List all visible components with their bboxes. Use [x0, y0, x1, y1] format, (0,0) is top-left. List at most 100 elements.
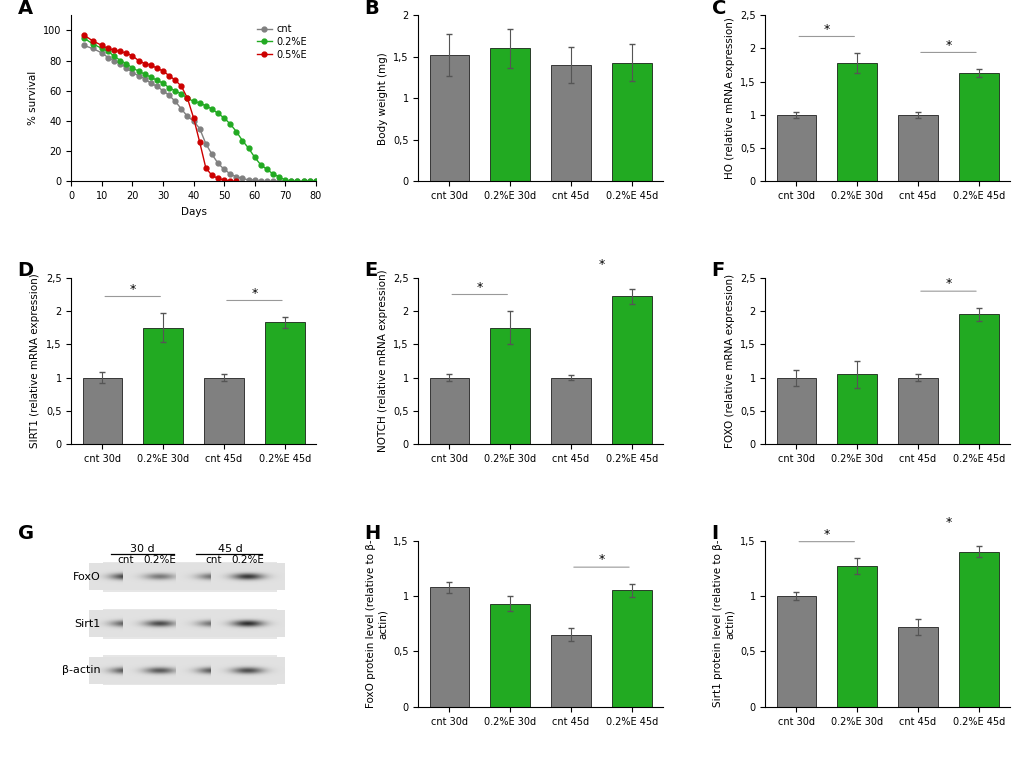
- cnt: [114, 59, 126, 68]
- 0.2%E: [145, 73, 157, 82]
- 0.5%E: [212, 174, 224, 183]
- Bar: [103, 562, 276, 592]
- 0.2%E: [291, 177, 304, 186]
- 0.2%E: [261, 165, 273, 174]
- 0.2%E: [163, 83, 175, 92]
- 0.5%E: [224, 177, 236, 186]
- cnt: [285, 177, 298, 186]
- 0.2%E: [151, 76, 163, 85]
- cnt: [224, 169, 236, 179]
- 0.5%E: [145, 61, 157, 70]
- Bar: [550, 635, 590, 707]
- Text: *: *: [476, 280, 482, 293]
- Y-axis label: Body weight (mg): Body weight (mg): [377, 52, 387, 144]
- Text: *: *: [822, 23, 829, 36]
- Text: A: A: [17, 0, 33, 17]
- Bar: [204, 378, 244, 444]
- Text: *: *: [945, 277, 951, 290]
- Text: *: *: [129, 283, 136, 296]
- Bar: [550, 65, 590, 182]
- Legend: cnt, 0.2%E, 0.5%E: cnt, 0.2%E, 0.5%E: [253, 20, 311, 64]
- cnt: [77, 41, 90, 50]
- cnt: [291, 177, 304, 186]
- 0.5%E: [175, 81, 187, 90]
- Text: *: *: [251, 287, 258, 299]
- 0.5%E: [157, 67, 169, 76]
- 0.2%E: [126, 64, 139, 73]
- Text: H: H: [365, 524, 380, 543]
- Bar: [490, 328, 530, 444]
- Bar: [898, 627, 936, 707]
- Text: *: *: [598, 553, 604, 566]
- cnt: [132, 71, 145, 81]
- 0.2%E: [206, 104, 218, 113]
- 0.2%E: [169, 86, 181, 95]
- Text: F: F: [711, 261, 725, 280]
- 0.5%E: [151, 64, 163, 73]
- Y-axis label: FoxO protein level (relative to β-
actin): FoxO protein level (relative to β- actin…: [366, 540, 387, 708]
- 0.5%E: [230, 177, 243, 186]
- 0.2%E: [224, 119, 236, 128]
- cnt: [126, 68, 139, 78]
- 0.5%E: [132, 56, 145, 65]
- Bar: [775, 378, 815, 444]
- X-axis label: Days: Days: [180, 207, 207, 217]
- cnt: [273, 177, 285, 186]
- 0.5%E: [163, 71, 175, 81]
- cnt: [151, 81, 163, 90]
- Line: 0.2%E: 0.2%E: [82, 36, 318, 184]
- Text: D: D: [17, 261, 34, 280]
- Bar: [611, 591, 651, 707]
- 0.2%E: [102, 47, 114, 56]
- Text: E: E: [365, 261, 377, 280]
- 0.2%E: [236, 136, 249, 145]
- 0.2%E: [87, 40, 99, 49]
- Text: 30 d: 30 d: [129, 544, 155, 554]
- 0.2%E: [310, 177, 322, 186]
- cnt: [261, 177, 273, 186]
- Text: 45 d: 45 d: [218, 544, 243, 554]
- 0.2%E: [304, 177, 316, 186]
- Bar: [775, 115, 815, 182]
- 0.5%E: [87, 36, 99, 46]
- Bar: [837, 375, 876, 444]
- cnt: [298, 177, 310, 186]
- Text: 0.2%E: 0.2%E: [230, 555, 264, 565]
- Text: Sirt1: Sirt1: [74, 619, 101, 629]
- Bar: [611, 296, 651, 444]
- 0.2%E: [175, 89, 187, 98]
- cnt: [310, 177, 322, 186]
- 0.5%E: [96, 41, 108, 50]
- 0.2%E: [194, 98, 206, 107]
- Bar: [837, 63, 876, 182]
- Bar: [958, 552, 998, 707]
- Bar: [958, 73, 998, 182]
- Y-axis label: NOTCH (relative mRNA expression): NOTCH (relative mRNA expression): [377, 270, 387, 452]
- Text: B: B: [365, 0, 379, 17]
- 0.5%E: [200, 163, 212, 173]
- 0.5%E: [108, 46, 120, 55]
- Text: I: I: [711, 524, 718, 543]
- Bar: [490, 603, 530, 707]
- 0.2%E: [108, 52, 120, 61]
- cnt: [87, 44, 99, 53]
- 0.5%E: [187, 113, 200, 122]
- cnt: [96, 49, 108, 58]
- cnt: [279, 177, 291, 186]
- 0.5%E: [126, 52, 139, 61]
- Text: FoxO: FoxO: [73, 572, 101, 582]
- 0.2%E: [120, 59, 132, 68]
- 0.5%E: [169, 76, 181, 85]
- 0.2%E: [139, 70, 151, 79]
- 0.2%E: [212, 109, 224, 118]
- Text: β-actin: β-actin: [62, 665, 101, 675]
- cnt: [304, 177, 316, 186]
- cnt: [120, 64, 132, 73]
- 0.5%E: [218, 176, 230, 185]
- 0.2%E: [114, 56, 126, 65]
- 0.2%E: [218, 113, 230, 122]
- cnt: [230, 173, 243, 182]
- cnt: [145, 78, 157, 87]
- Line: 0.5%E: 0.5%E: [82, 33, 238, 184]
- 0.2%E: [200, 101, 212, 110]
